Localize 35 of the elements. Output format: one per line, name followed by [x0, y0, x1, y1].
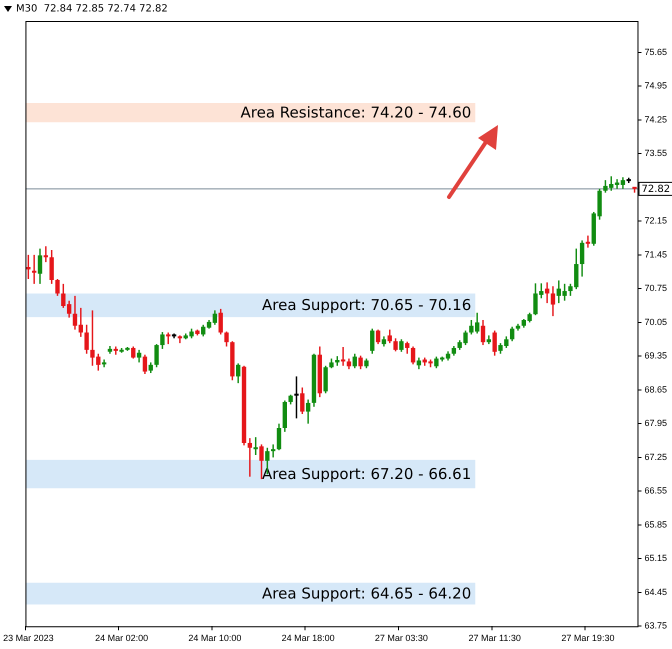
candlestick — [26, 254, 31, 279]
candlestick — [32, 254, 36, 284]
x-tick-label: 23 Mar 2023 — [3, 633, 54, 644]
y-tick-label: 64.45 — [644, 586, 668, 597]
y-tick-label: 69.35 — [644, 350, 668, 361]
band-label: Area Support: 67.20 - 66.61 — [262, 464, 472, 483]
y-tick-label: 67.25 — [644, 452, 668, 462]
y-tick-label: 74.25 — [644, 114, 668, 124]
x-tick-label: 24 Mar 10:00 — [188, 633, 242, 644]
band-label: Area Support: 70.65 - 70.16 — [262, 296, 472, 314]
ref-line-label: 72.82 — [641, 184, 670, 195]
y-tick-label: 70.05 — [644, 316, 668, 327]
y-tick-label: 65.15 — [644, 553, 668, 564]
candlestick — [340, 346, 346, 366]
x-tick-label: 27 Mar 11:30 — [468, 633, 521, 644]
y-tick-label: 63.75 — [644, 620, 668, 631]
y-tick-label: 65.85 — [644, 519, 668, 530]
y-tick-label: 73.55 — [644, 148, 668, 158]
x-tick-label: 27 Mar 03:30 — [374, 633, 428, 644]
band-label: Area Support: 64.65 - 64.20 — [262, 584, 472, 603]
y-tick-label: 72.15 — [644, 216, 668, 226]
y-tick-label: 74.95 — [644, 80, 668, 91]
x-tick-label: 24 Mar 18:00 — [282, 633, 335, 644]
chart-title: M30 72.84 72.85 72.74 72.82 — [16, 4, 168, 15]
y-tick-label: 66.55 — [644, 486, 668, 496]
y-tick-label: 67.95 — [644, 418, 668, 428]
x-tick-label: 27 Mar 19:30 — [561, 633, 614, 644]
candlestick — [44, 246, 48, 262]
band-label: Area Resistance: 74.20 - 74.60 — [240, 104, 472, 122]
y-tick-label: 70.75 — [644, 283, 668, 294]
y-tick-label: 75.65 — [644, 46, 668, 57]
candlestick — [253, 437, 258, 456]
y-tick-label: 71.45 — [644, 249, 668, 260]
y-tick-label: 68.65 — [644, 384, 668, 394]
x-tick-label: 24 Mar 02:00 — [95, 633, 148, 644]
